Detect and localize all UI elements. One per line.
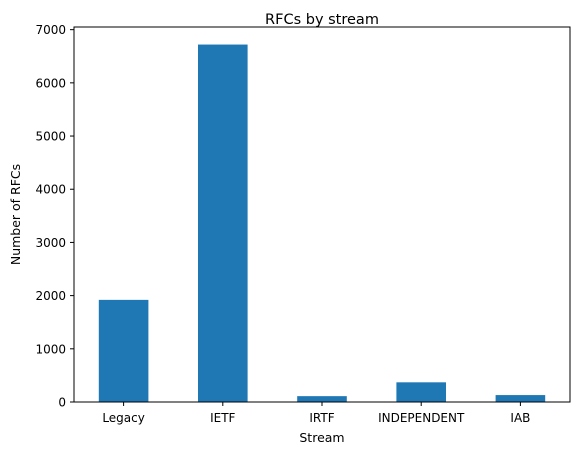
x-tick-label: Legacy bbox=[102, 411, 145, 425]
y-tick-label: 1000 bbox=[35, 342, 66, 356]
chart-title: RFCs by stream bbox=[265, 12, 379, 28]
bar-irtf bbox=[297, 396, 347, 402]
x-axis-ticks: Legacy IETF IRTF INDEPENDENT IAB bbox=[102, 402, 530, 425]
y-tick-label: 2000 bbox=[35, 289, 66, 303]
x-tick-label: IRTF bbox=[309, 411, 334, 425]
bar-legacy bbox=[98, 299, 149, 402]
y-tick-label: 5000 bbox=[35, 130, 66, 144]
x-tick-label: IAB bbox=[510, 411, 530, 425]
plot-frame bbox=[73, 26, 571, 403]
bar-ietf bbox=[198, 44, 248, 402]
bar-independent bbox=[396, 382, 446, 402]
x-axis-label: Stream bbox=[299, 430, 344, 445]
y-tick-label: 7000 bbox=[35, 23, 66, 37]
y-tick-label: 6000 bbox=[35, 76, 66, 90]
y-axis-label: Number of RFCs bbox=[8, 164, 23, 265]
y-tick-label: 0 bbox=[58, 396, 66, 410]
bar-iab bbox=[495, 395, 546, 402]
x-tick-label: INDEPENDENT bbox=[378, 411, 465, 425]
y-tick-label: 3000 bbox=[35, 236, 66, 250]
y-axis-ticks: 0 1000 2000 3000 4000 5000 6000 7000 bbox=[35, 23, 74, 410]
bars-group bbox=[98, 44, 546, 402]
x-tick-label: IETF bbox=[210, 411, 235, 425]
y-tick-label: 4000 bbox=[35, 183, 66, 197]
